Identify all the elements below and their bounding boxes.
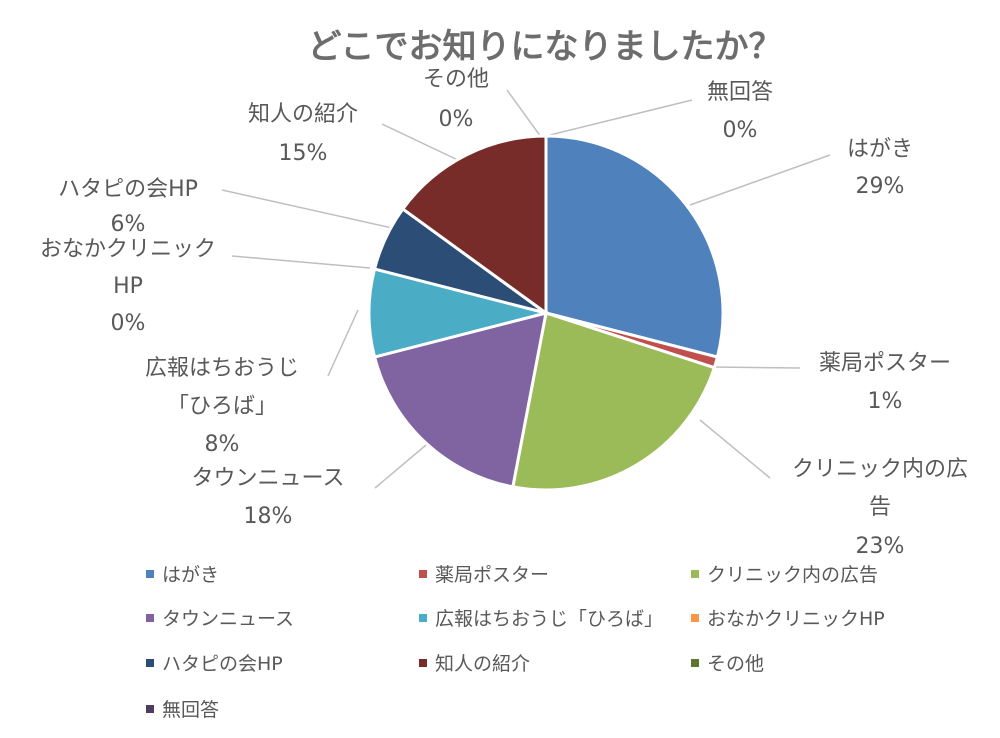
- pie-slice: [544, 134, 725, 359]
- legend-item: その他: [691, 653, 764, 675]
- legend-item: 広報はちおうじ「ひろば」: [419, 608, 663, 630]
- legend-marker: [146, 570, 154, 578]
- legend-label: 広報はちおうじ「ひろば」: [435, 608, 663, 630]
- data-label-category: 広報はちおうじ: [145, 356, 299, 381]
- data-label-category: 無回答: [707, 80, 773, 105]
- pie-slice: [511, 311, 717, 492]
- chart-title: どこでお知りになりましたか？: [308, 27, 783, 67]
- leader-line: [374, 439, 433, 489]
- legend-marker: [146, 659, 154, 667]
- legend-label: クリニック内の広告: [707, 564, 878, 586]
- pie-slice: [372, 310, 548, 489]
- data-label-category: 「ひろば」: [167, 394, 277, 419]
- leader-line: [506, 89, 542, 138]
- legend-label: はがき: [162, 564, 219, 586]
- leader-line: [711, 366, 801, 369]
- data-label-category: おなかクリニック: [40, 237, 216, 262]
- data-label-value: 23%: [856, 534, 905, 559]
- legend-marker: [146, 614, 154, 622]
- data-label-value: 18%: [244, 504, 293, 529]
- data-label-category: ハタピの会HP: [58, 177, 198, 202]
- legend-marker: [691, 614, 699, 622]
- pie-slice: [367, 267, 547, 359]
- legend-item: 無回答: [146, 699, 219, 721]
- leader-line: [231, 255, 371, 269]
- data-label-value: 6%: [111, 212, 146, 237]
- data-label-value: 0%: [723, 118, 758, 143]
- legend-item: クリニック内の広告: [691, 564, 878, 586]
- legend-label: 知人の紹介: [435, 653, 530, 675]
- leader-line: [381, 123, 463, 163]
- legend-label: ハタピの会HP: [162, 653, 283, 675]
- legend-label: おなかクリニックHP: [707, 608, 885, 630]
- data-label-category: 告: [869, 495, 891, 520]
- data-label-category: その他: [423, 67, 489, 92]
- data-label-category: はがき: [847, 137, 913, 162]
- leader-line: [699, 419, 771, 479]
- data-label-category: クリニック内の広: [792, 457, 968, 482]
- legend-label: 薬局ポスター: [435, 564, 549, 586]
- data-label-value: 15%: [279, 141, 328, 166]
- legend-label: 無回答: [162, 699, 219, 721]
- legend-marker: [419, 570, 427, 578]
- data-label-value: 0%: [111, 311, 146, 336]
- legend-item: 知人の紹介: [419, 653, 530, 675]
- legend-item: ハタピの会HP: [146, 653, 283, 675]
- data-label-value: 29%: [856, 174, 905, 199]
- legend-marker: [691, 659, 699, 667]
- pie-slice: [400, 134, 548, 316]
- legend-marker: [146, 705, 154, 713]
- leader-line: [549, 99, 693, 136]
- legend-marker: [419, 659, 427, 667]
- legend-label: その他: [707, 653, 764, 675]
- legend-label: タウンニュース: [162, 608, 294, 630]
- data-label-value: 0%: [439, 107, 474, 132]
- data-label-category: 知人の紹介: [248, 102, 358, 127]
- data-label-category: タウンニュース: [192, 466, 345, 491]
- data-label-value: 8%: [205, 432, 240, 457]
- data-label-category: 薬局ポスター: [819, 351, 951, 376]
- legend-item: おなかクリニックHP: [691, 608, 885, 630]
- leader-line: [327, 309, 359, 377]
- legend-item: 薬局ポスター: [419, 564, 549, 586]
- legend-marker: [691, 570, 699, 578]
- legend-item: はがき: [146, 564, 219, 586]
- leader-line: [221, 189, 393, 229]
- leader-line: [689, 154, 831, 206]
- data-label-value: 1%: [868, 389, 903, 414]
- legend-marker: [419, 614, 427, 622]
- data-label-category: HP: [113, 274, 143, 299]
- legend-item: タウンニュース: [146, 608, 294, 630]
